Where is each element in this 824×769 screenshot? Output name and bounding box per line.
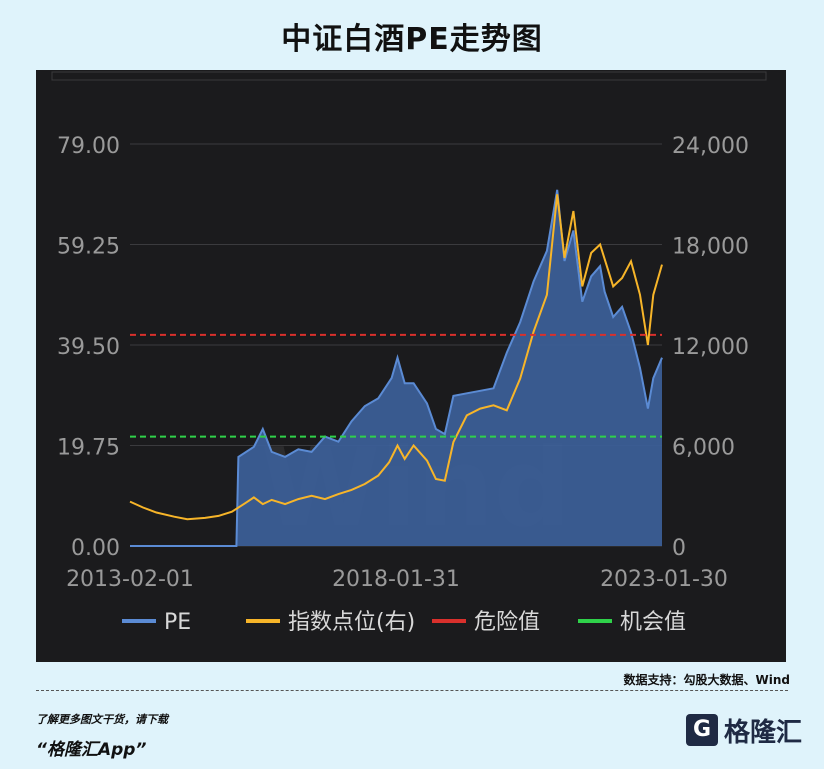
y-right-tick-label: 18,000 [672, 235, 749, 260]
y-left-tick-label: 79.00 [57, 134, 120, 159]
x-tick-label: 2018-01-31 [332, 567, 460, 592]
chart-panel: Wind 0.00019.756,00039.5012,00059.2518,0… [36, 70, 786, 662]
y-right-tick-label: 24,000 [672, 134, 749, 159]
pe-chart: Wind 0.00019.756,00039.5012,00059.2518,0… [51, 71, 767, 635]
reference-lines [130, 333, 662, 438]
footer-app-name: “格隆汇App” [36, 740, 147, 760]
x-tick-label: 2023-01-30 [600, 567, 728, 592]
pe-area [130, 189, 662, 547]
legend-label: 指数点位(右) [288, 610, 415, 635]
data-source-note: 数据支持：勾股大数据、Wind [623, 673, 790, 687]
chart-top-frame [51, 71, 767, 81]
logo-mark-icon: G [686, 714, 718, 746]
legend-label: PE [164, 610, 191, 635]
y-left-tick-label: 0.00 [71, 536, 120, 561]
legend-label: 危险值 [474, 610, 540, 635]
axis-labels: 0.00 0 19.75 6,000 39.50 12,000 59.25 18,000 79.… [57, 134, 749, 592]
legend-label: 机会值 [620, 610, 686, 635]
y-right-tick-label: 6,000 [672, 436, 735, 461]
y-right-tick-label: 0 [672, 536, 686, 561]
footer-download-note: 了解更多图文干货，请下载 [36, 713, 168, 726]
y-left-tick-label: 39.50 [57, 335, 120, 360]
series-layer [129, 189, 663, 547]
y-right-tick-label: 12,000 [672, 335, 749, 360]
pe-line [130, 189, 663, 547]
index-line [129, 194, 663, 521]
y-left-tick-label: 59.25 [57, 235, 120, 260]
x-tick-label: 2013-02-01 [66, 567, 194, 592]
page-title: 中证白酒PE走势图 [281, 22, 543, 57]
footer-divider [36, 690, 788, 691]
chart-legend: PE 指数点位(右) 危险值 机会值 [122, 610, 686, 635]
y-left-tick-label: 19.75 [57, 436, 120, 461]
logo-text: 格隆汇 [724, 717, 803, 748]
brand-logo[interactable]: G 格隆汇 [686, 714, 803, 748]
